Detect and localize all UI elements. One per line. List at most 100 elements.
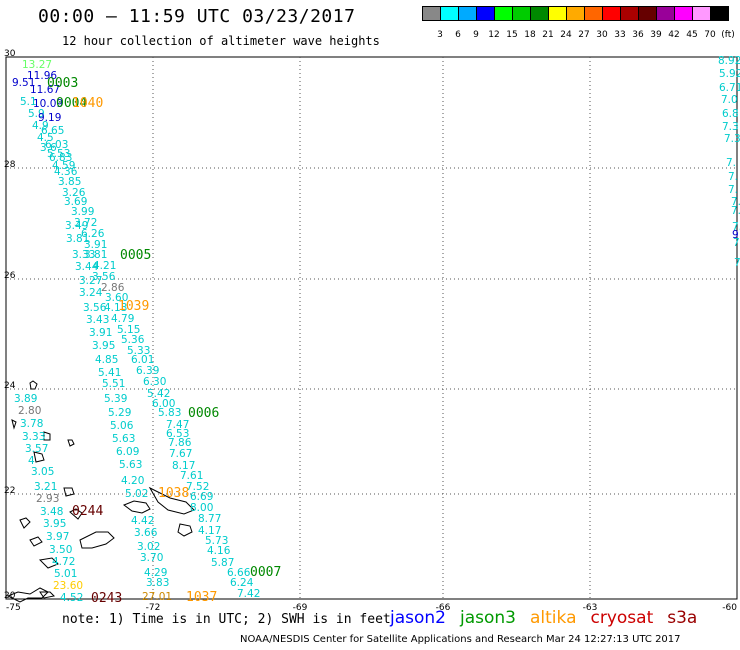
pass-number-label: 0004 bbox=[56, 96, 87, 111]
wave-height-value: 8.00 bbox=[190, 502, 213, 514]
wave-height-value: 6.71 bbox=[719, 82, 740, 94]
wave-height-value: 2.93 bbox=[36, 493, 59, 505]
satellite-legend-entry: jason2 bbox=[390, 608, 446, 628]
wave-height-value: 9.51 bbox=[12, 77, 35, 89]
longitude-tick-label: -60 bbox=[722, 603, 737, 613]
pass-number-label: 1040 bbox=[72, 96, 103, 111]
wave-height-value: 3.02 bbox=[137, 541, 160, 553]
axis-labels: 30 28 26 24 22 20 -75 -72 -69 -66 -63 -60 bbox=[4, 49, 737, 613]
wave-height-value: 3.44 bbox=[75, 261, 99, 273]
wave-height-value: 13.27 bbox=[22, 59, 52, 71]
wave-height-value: 6.00 bbox=[152, 398, 175, 410]
latitude-tick-label: 28 bbox=[4, 160, 16, 170]
credit-line: NOAA/NESDIS Center for Satellite Applica… bbox=[240, 634, 681, 645]
wave-height-value: 4.5 bbox=[37, 132, 54, 144]
latitude-tick-label: 24 bbox=[4, 381, 16, 391]
wave-height-value: 5.63 bbox=[119, 459, 142, 471]
wave-height-value: 5.42 bbox=[147, 388, 170, 400]
wave-height-value: 8 bbox=[0, 0, 7, 3]
wave-height-value: 3.83 bbox=[146, 577, 169, 589]
longitude-tick-label: -63 bbox=[583, 603, 598, 613]
wave-height-value: 4.36 bbox=[54, 166, 78, 178]
wave-height-value: 8.77 bbox=[198, 513, 221, 525]
wave-height-value: 3.66 bbox=[134, 527, 158, 539]
wave-height-value: 3.48 bbox=[40, 506, 63, 518]
wave-height-value: 3.27 bbox=[79, 275, 102, 287]
wave-height-value: 7.67 bbox=[169, 448, 192, 460]
wave-height-value: 7.0 bbox=[721, 94, 738, 106]
wave-height-value: 4.52 bbox=[60, 592, 83, 604]
color-scale-label: 18 bbox=[524, 30, 536, 40]
wave-height-value: 7.3 bbox=[722, 121, 739, 133]
wave-height-value: 9.19 bbox=[38, 112, 61, 124]
satellite-legend: jason2 jason3 altika cryosat s3a bbox=[390, 608, 711, 628]
pass-number-label: 1037 bbox=[186, 590, 217, 605]
coastline bbox=[6, 380, 195, 603]
wave-height-value: 3.6 bbox=[40, 142, 57, 154]
wave-height-value: 2.86 bbox=[101, 282, 125, 294]
color-scale-label: 39 bbox=[650, 30, 662, 40]
lat-lon-grid bbox=[6, 57, 737, 599]
wave-height-value: 6.69 bbox=[190, 491, 213, 503]
wave-height-value: 3.43 bbox=[86, 314, 109, 326]
wave-height-value: 4 bbox=[28, 455, 35, 467]
latitude-tick-label: 26 bbox=[4, 271, 16, 281]
color-scale-label: 42 bbox=[668, 30, 680, 40]
wave-height-value: 27.01 bbox=[142, 591, 172, 603]
wave-height-value: 3.56 bbox=[83, 302, 107, 314]
wave-height-value: 3.69 bbox=[64, 196, 87, 208]
satellite-legend-entry: cryosat bbox=[590, 608, 654, 628]
wave-height-value: 3.56 bbox=[92, 271, 116, 283]
latitude-tick-label: 30 bbox=[4, 49, 16, 59]
wave-height-value: 7. bbox=[732, 221, 740, 233]
wave-height-value: 3.26 bbox=[62, 187, 86, 199]
wave-height-value: 6.66 bbox=[227, 567, 251, 579]
wave-height-value: 8.17 bbox=[172, 460, 195, 472]
wave-height-value: 3.78 bbox=[20, 418, 43, 430]
satellite-legend-entry: altika bbox=[530, 608, 577, 628]
color-scale-label: 24 bbox=[560, 30, 572, 40]
wave-height-value: 6.01 bbox=[131, 354, 154, 366]
wave-height-value: 3.85 bbox=[58, 176, 81, 188]
wave-height-value: 5.33 bbox=[127, 345, 150, 357]
wave-height-value: 3.91 bbox=[84, 239, 107, 251]
wave-height-value: 5.51 bbox=[102, 378, 125, 390]
map-frame bbox=[5, 56, 738, 600]
wave-height-value: 7. bbox=[731, 196, 740, 208]
wave-height-value: 4.17 bbox=[198, 525, 221, 537]
latitude-tick-label: 20 bbox=[4, 591, 16, 601]
wave-height-value: 5.36 bbox=[121, 334, 145, 346]
wave-height-value: 6.24 bbox=[230, 577, 254, 589]
longitude-tick-label: -69 bbox=[293, 603, 308, 613]
wave-height-value: 7.61 bbox=[180, 470, 203, 482]
wave-height-value: 5.87 bbox=[211, 557, 234, 569]
color-scale-label: 15 bbox=[506, 30, 518, 40]
wave-height-value: 7. bbox=[726, 157, 736, 169]
wave-height-value: 3.91 bbox=[89, 327, 112, 339]
pass-number-label: 1039 bbox=[118, 299, 149, 314]
wave-height-value: 4.29 bbox=[144, 567, 167, 579]
wave-height-value: 3.95 bbox=[92, 340, 115, 352]
wave-height-value: 9 bbox=[732, 229, 739, 241]
wave-height-value: 3.72 bbox=[74, 217, 97, 229]
wave-height-value: 3.89 bbox=[14, 393, 37, 405]
map-title: 00:00 – 11:59 UTC 03/23/2017 bbox=[38, 6, 356, 27]
wave-height-value: 6.53 bbox=[166, 428, 189, 440]
wave-height-value: 10.09 bbox=[33, 98, 63, 110]
pass-number-label: 0243 bbox=[91, 591, 122, 606]
wave-height-value: 5.92 bbox=[719, 68, 740, 80]
wave-height-value: 4.72 bbox=[52, 556, 75, 568]
wave-height-value: 3.05 bbox=[31, 466, 54, 478]
wave-height-value: 3.33 bbox=[72, 249, 95, 261]
color-scale-label: 33 bbox=[614, 30, 626, 40]
color-scale-label: 6 bbox=[455, 30, 461, 40]
wave-height-value: 6.09 bbox=[116, 446, 139, 458]
wave-height-value: 5.39 bbox=[104, 393, 127, 405]
wave-height-value: 7. bbox=[728, 171, 738, 183]
wave-height-value: 5.73 bbox=[205, 535, 228, 547]
wave-height-value: 7. bbox=[734, 257, 740, 269]
wave-height-value: 4.79 bbox=[111, 313, 134, 325]
longitude-tick-label: -72 bbox=[146, 603, 161, 613]
latitude-tick-label: 22 bbox=[4, 486, 15, 496]
